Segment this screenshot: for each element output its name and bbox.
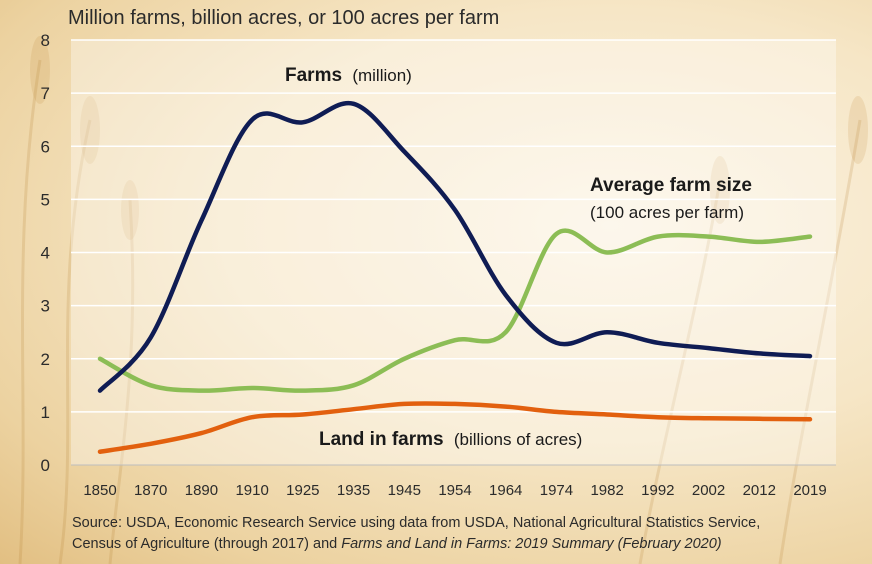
legend-farm-size-unit: (100 acres per farm) [590, 203, 744, 222]
source-line-2: Census of Agriculture (through 2017) and… [72, 534, 862, 555]
source-line-1: Source: USDA, Economic Research Service … [72, 515, 761, 531]
source-line-2-text: Census of Agriculture (through 2017) and [72, 536, 342, 552]
legend-farms-name: Farms [285, 65, 342, 86]
x-tick-label: 1974 [540, 482, 573, 499]
chart-title: Million farms, billion acres, or 100 acr… [68, 7, 499, 29]
source-note: Source: USDA, Economic Research Service … [72, 513, 862, 555]
x-tick-label: 1954 [438, 482, 471, 499]
y-tick-label: 8 [41, 31, 50, 50]
x-tick-label: 2002 [692, 482, 725, 499]
legend-farms: Farms (million) [285, 65, 412, 86]
y-tick-label: 3 [41, 297, 50, 316]
y-tick-label: 7 [41, 84, 50, 103]
x-tick-label: 2019 [793, 482, 826, 499]
y-tick-label: 2 [41, 350, 50, 369]
x-tick-label: 1945 [388, 482, 421, 499]
x-tick-label: 2012 [743, 482, 776, 499]
x-tick-label: 1870 [134, 482, 167, 499]
y-tick-label: 1 [41, 403, 50, 422]
x-tick-label: 1925 [286, 482, 319, 499]
source-line-2-italic: Farms and Land in Farms: 2019 Summary (F… [341, 536, 722, 552]
y-tick-label: 6 [41, 137, 50, 156]
series-lines [97, 100, 813, 454]
legend-land-unit: (billions of acres) [454, 430, 583, 449]
x-tick-label: 1992 [641, 482, 674, 499]
x-tick-label: 1982 [590, 482, 623, 499]
x-tick-label: 1850 [83, 482, 116, 499]
legend-farm-size-name: Average farm size [590, 175, 752, 196]
x-tick-label: 1890 [185, 482, 218, 499]
series-land-line [97, 401, 813, 454]
legend-farms-unit: (million) [352, 66, 412, 85]
y-tick-label: 0 [41, 456, 50, 475]
x-tick-label: 1910 [235, 482, 268, 499]
y-tick-label: 5 [41, 190, 50, 209]
legend-land-name: Land in farms [319, 429, 444, 450]
y-tick-label: 4 [41, 244, 50, 263]
x-tick-label: 1964 [489, 482, 522, 499]
series-farm-size-line [97, 228, 813, 393]
y-axis-ticks: 0 1 2 3 4 5 6 7 8 [41, 31, 50, 475]
x-tick-label: 1935 [337, 482, 370, 499]
series-farms-line [97, 100, 813, 393]
x-axis-ticks: 1850 1870 1890 1910 1925 1935 1945 1954 1964 1974… [83, 482, 826, 499]
gridlines [71, 39, 836, 413]
legend-land: Land in farms (billions of acres) [319, 429, 582, 450]
